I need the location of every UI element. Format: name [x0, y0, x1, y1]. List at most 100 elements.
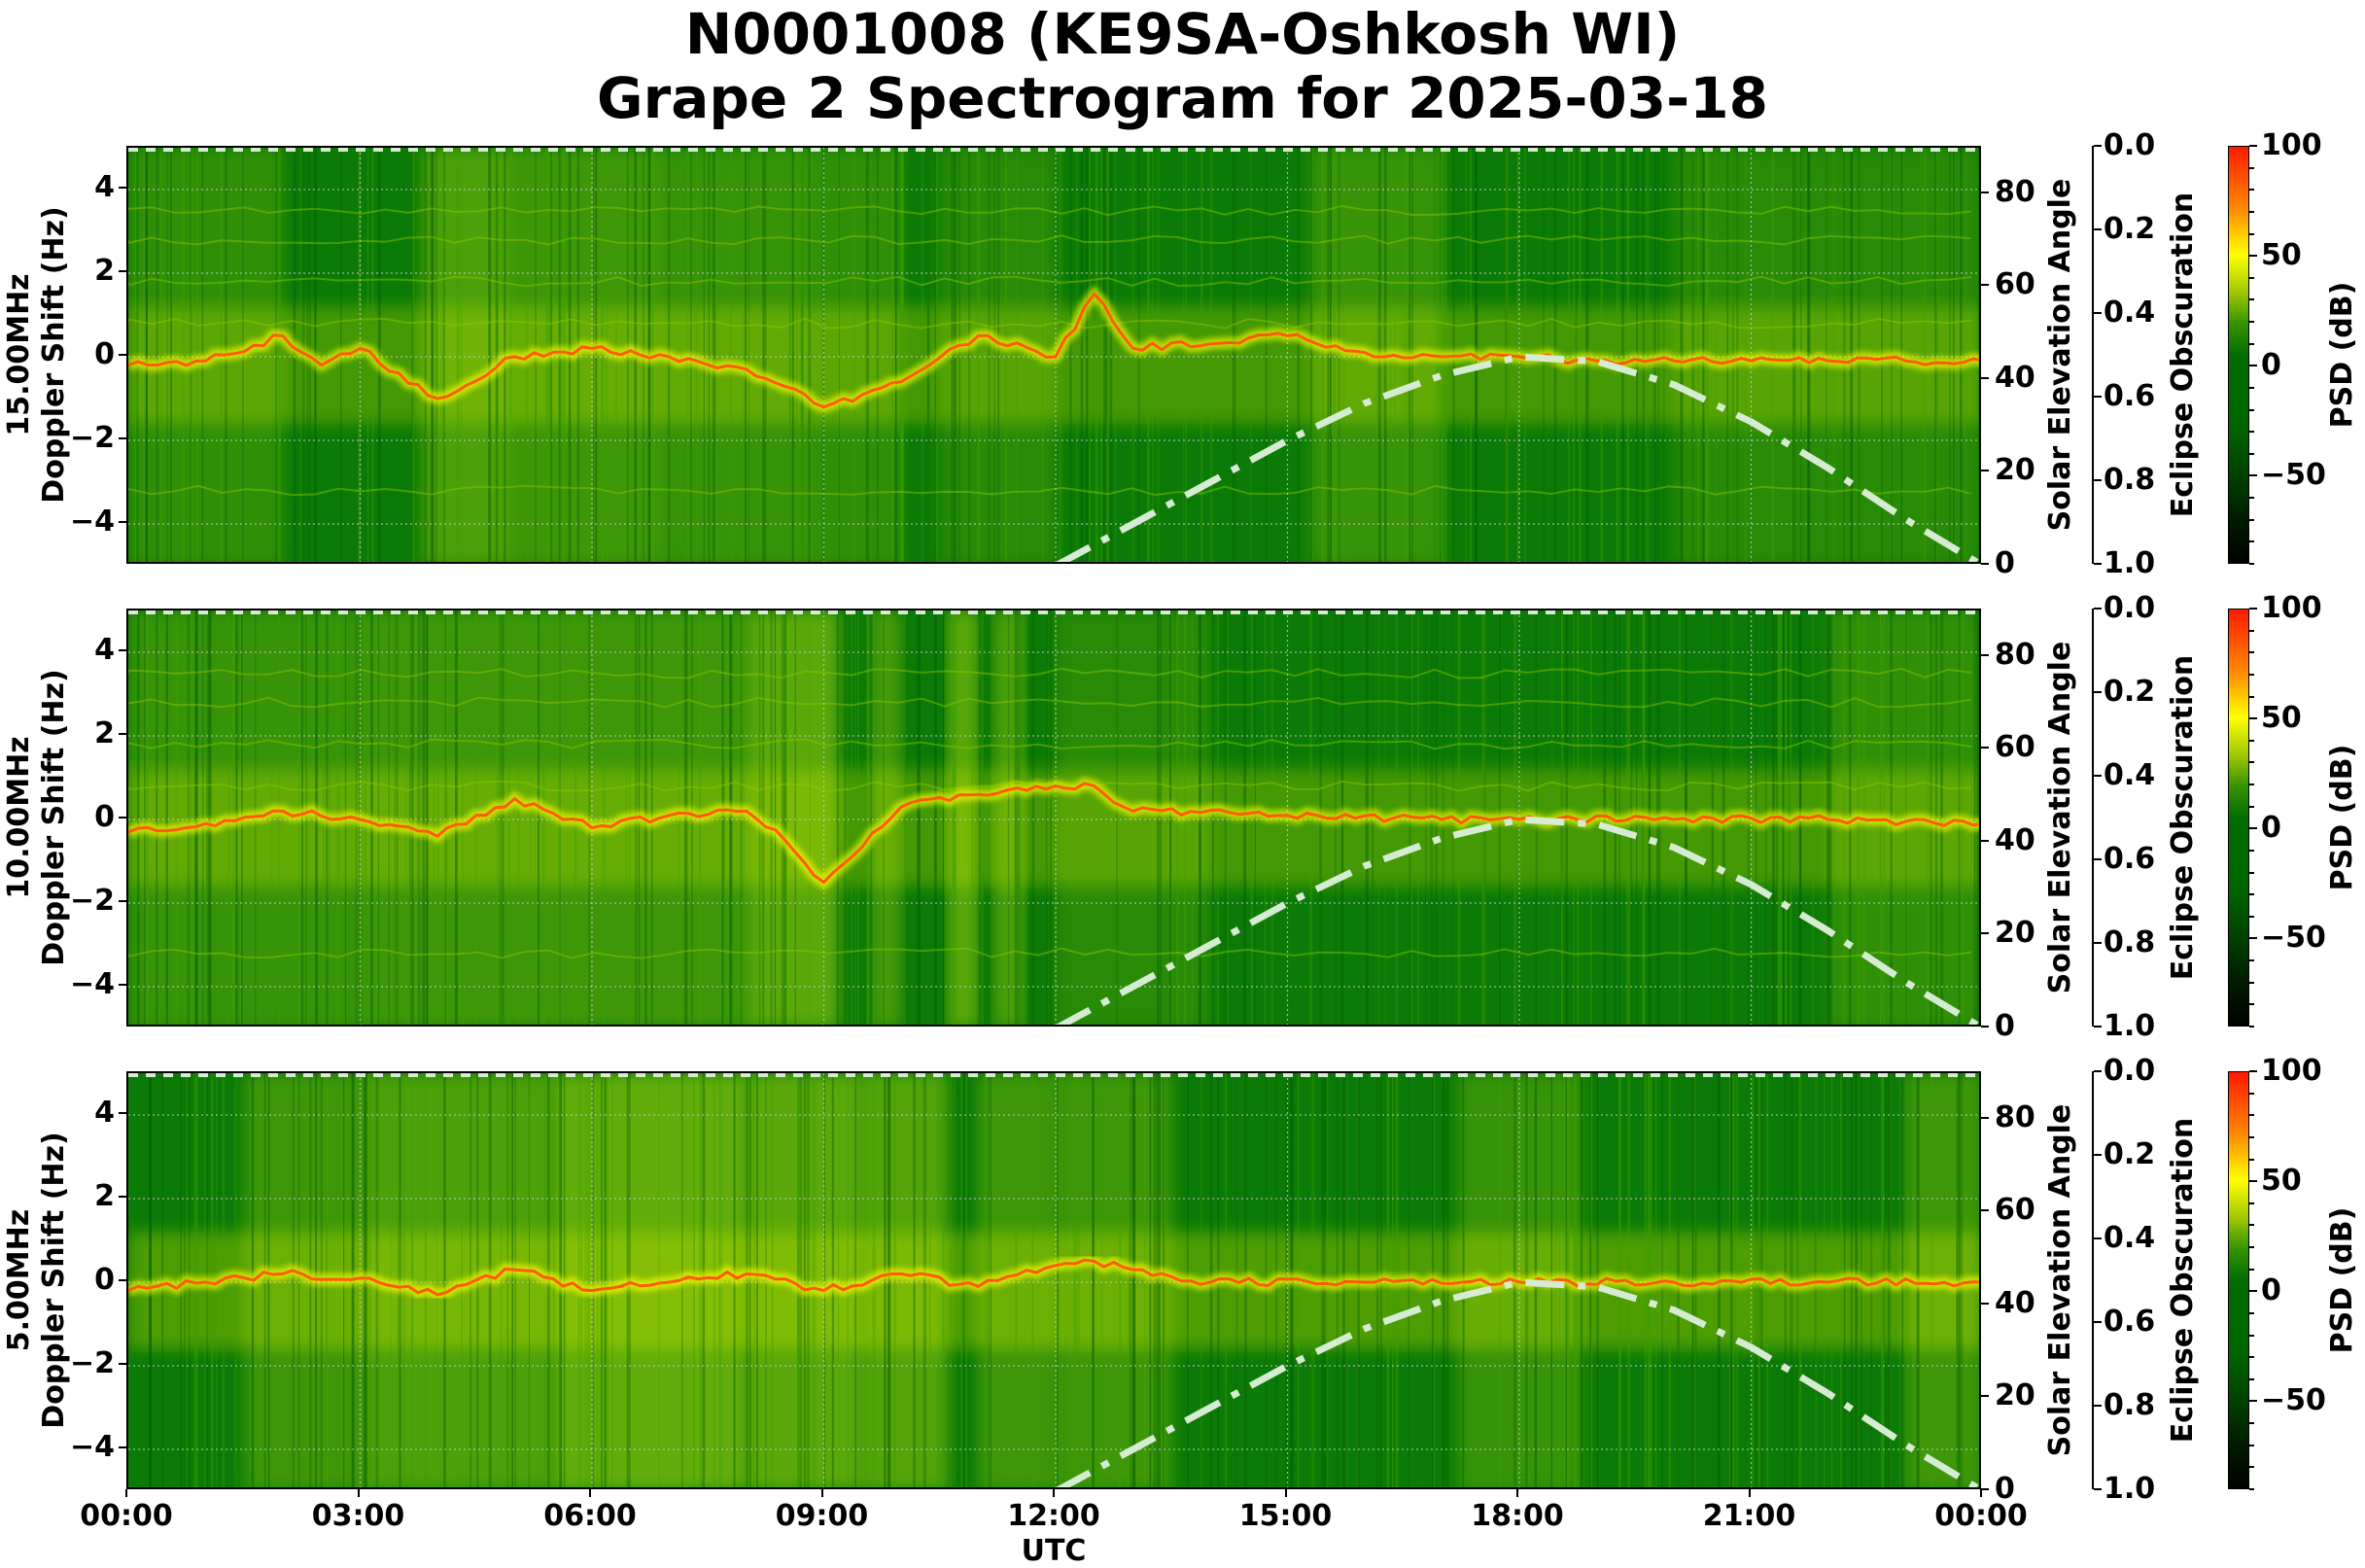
solar-elevation-axis-label: Solar Elevation Angle [2043, 178, 2077, 532]
solar-angle-tick: 40 [1995, 360, 2035, 395]
doppler-ytick: −2 [69, 1346, 115, 1380]
spectrogram-plot-area [126, 146, 1981, 564]
colorbar-tick: −50 [2261, 458, 2326, 493]
tick-mark [119, 1446, 126, 1448]
tick-mark [119, 1112, 126, 1114]
tick-mark [2094, 228, 2102, 230]
colorbar-tick: 0 [2261, 348, 2281, 383]
doppler-ytick: 0 [94, 337, 115, 371]
doppler-axis-label: 10.00MHz Doppler Shift (Hz) [2, 613, 76, 1022]
eclipse-tick: 0.6 [2104, 1305, 2156, 1339]
colorbar-tick-mark [2249, 1003, 2254, 1006]
colorbar-tick-mark [2249, 342, 2254, 345]
tick-mark [1981, 839, 1989, 842]
doppler-axis-label: 5.00MHz Doppler Shift (Hz) [2, 1076, 76, 1484]
solar-angle-tick: 40 [1995, 1285, 2035, 1320]
solar-angle-tick: 20 [1995, 916, 2035, 951]
psd-colorbar [2228, 609, 2249, 1027]
tick-mark [119, 270, 126, 272]
colorbar-tick-mark [2249, 386, 2254, 389]
doppler-ytick: 2 [94, 716, 115, 750]
spectrogram-plot-area [126, 1071, 1981, 1489]
colorbar-tick-mark [2249, 1422, 2254, 1425]
colorbar-tick-mark [2249, 408, 2254, 411]
tick-mark [2094, 396, 2102, 398]
tick-mark [1981, 932, 1989, 935]
tick-mark [119, 1363, 126, 1365]
colorbar-tick-mark [2249, 1268, 2254, 1271]
colorbar-tick-mark [2249, 1377, 2254, 1380]
colorbar-tick-mark [2249, 145, 2257, 147]
tick-mark [2094, 1488, 2102, 1490]
tick-mark [1516, 1489, 1518, 1497]
spectrogram-heatmap [128, 148, 1979, 562]
tick-mark [119, 437, 126, 439]
colorbar-tick-mark [2249, 1026, 2254, 1028]
tick-mark [2094, 608, 2102, 610]
time-tick: 12:00 [1007, 1499, 1100, 1533]
tick-mark [119, 817, 126, 819]
eclipse-tick: 0.0 [2104, 1054, 2156, 1088]
eclipse-tick: 0.8 [2104, 925, 2156, 959]
eclipse-tick: 0.2 [2104, 1137, 2156, 1171]
tick-mark [119, 649, 126, 651]
doppler-ytick: 0 [94, 1263, 115, 1297]
doppler-shift-label: Doppler Shift (Hz) [37, 669, 71, 966]
colorbar-tick-mark [2249, 563, 2254, 565]
colorbar-tick-mark [2249, 784, 2254, 786]
tick-mark [2094, 942, 2102, 944]
eclipse-tick: 0.4 [2104, 1221, 2156, 1255]
colorbar-tick-mark [2249, 915, 2254, 918]
eclipse-tick: 1.0 [2104, 1009, 2156, 1043]
tick-mark [589, 1489, 591, 1497]
tick-mark [1981, 747, 1989, 749]
colorbar-tick-mark [2249, 827, 2257, 830]
colorbar-label: PSD (dB) [2325, 1206, 2359, 1354]
colorbar-tick-mark [2249, 959, 2254, 962]
psd-colorbar [2228, 1071, 2249, 1489]
tick-mark [2094, 479, 2102, 481]
colorbar-tick-mark [2249, 1400, 2257, 1403]
colorbar-tick-mark [2249, 1180, 2257, 1183]
solar-angle-tick: 40 [1995, 822, 2035, 857]
tick-mark [1981, 470, 1989, 472]
colorbar-tick-mark [2249, 1488, 2254, 1490]
time-tick: 03:00 [311, 1499, 405, 1533]
colorbar-tick-mark [2249, 1311, 2254, 1314]
doppler-trace [128, 1258, 1979, 1297]
colorbar-label: PSD (dB) [2325, 744, 2359, 891]
tick-mark [1981, 191, 1989, 193]
colorbar-tick-mark [2249, 1444, 2254, 1446]
colorbar-tick-mark [2249, 321, 2254, 324]
tick-mark [1981, 1026, 1989, 1028]
tick-mark [1981, 563, 1989, 565]
eclipse-tick: 0.2 [2104, 675, 2156, 709]
colorbar-tick-mark [2249, 1114, 2254, 1117]
colorbar-tick-mark [2249, 276, 2254, 279]
tick-mark [1980, 1489, 1982, 1497]
solar-angle-tick: 0 [1995, 1009, 2015, 1043]
colorbar-tick-mark [2249, 365, 2257, 367]
colorbar-tick-mark [2249, 474, 2257, 477]
frequency-label: 15.00MHz [2, 273, 36, 436]
eclipse-axis-spine [2092, 146, 2094, 564]
solar-elevation-curve [1056, 816, 1979, 1025]
doppler-ytick: 0 [94, 800, 115, 834]
eclipse-tick: 0.6 [2104, 379, 2156, 413]
spectrogram-heatmap [128, 610, 1979, 1025]
time-tick: 00:00 [80, 1499, 173, 1533]
time-tick: 18:00 [1471, 1499, 1564, 1533]
doppler-ytick: 4 [94, 633, 115, 667]
colorbar-tick: 0 [2261, 1273, 2281, 1308]
solar-angle-tick: 60 [1995, 267, 2035, 302]
x-axis-label: UTC [1021, 1534, 1087, 1568]
tick-mark [1748, 1489, 1751, 1497]
tick-mark [2094, 1154, 2102, 1156]
colorbar-tick-mark [2249, 1466, 2254, 1469]
solar-angle-tick: 60 [1995, 1193, 2035, 1228]
doppler-ytick: −2 [69, 421, 115, 455]
colorbar-tick-mark [2249, 629, 2254, 632]
eclipse-tick: 1.0 [2104, 546, 2156, 580]
tick-mark [2094, 312, 2102, 314]
colorbar-tick-mark [2249, 298, 2254, 301]
